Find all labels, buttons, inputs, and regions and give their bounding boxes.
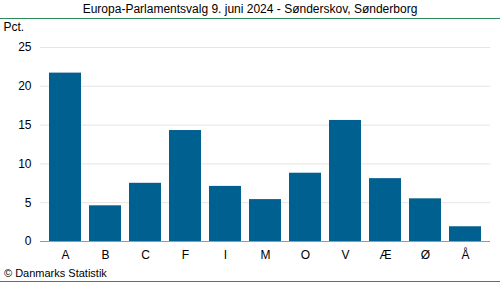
svg-text:Pct.: Pct. [4, 20, 25, 34]
svg-text:20: 20 [18, 79, 32, 93]
svg-text:10: 10 [18, 157, 32, 171]
html-text:© Danmarks Statistik: © Danmarks Statistik [4, 267, 107, 279]
svg-text:B: B [101, 248, 109, 262]
svg-text:F: F [182, 248, 189, 262]
svg-text:O: O [301, 248, 310, 262]
svg-text:M: M [261, 248, 271, 262]
svg-text:I: I [224, 248, 227, 262]
svg-text:5: 5 [25, 196, 32, 210]
svg-text:V: V [341, 248, 349, 262]
svg-text:25: 25 [18, 40, 32, 54]
svg-text:15: 15 [18, 118, 32, 132]
svg-text:Å: Å [461, 247, 469, 262]
svg-text:A: A [61, 248, 69, 262]
svg-text:C: C [141, 248, 150, 262]
html-text:Europa-Parlamentsvalg 9. juni: Europa-Parlamentsvalg 9. juni 2024 - Søn… [82, 2, 418, 16]
svg-text:Æ: Æ [380, 248, 392, 262]
svg-text:0: 0 [25, 234, 32, 248]
svg-text:Ø: Ø [421, 248, 430, 262]
